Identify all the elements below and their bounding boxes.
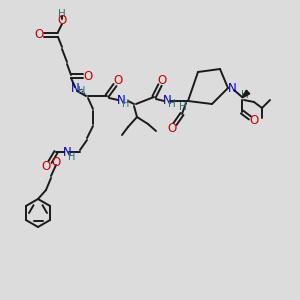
Text: O: O [57,14,67,28]
Text: H: H [122,99,130,109]
Text: H: H [58,9,66,19]
Text: O: O [83,70,93,83]
Text: N: N [63,146,71,158]
Text: H: H [241,90,249,100]
Text: O: O [167,122,177,134]
Text: H: H [168,99,176,109]
Text: H: H [68,152,76,162]
Text: H: H [179,102,187,112]
Polygon shape [242,90,250,98]
Text: O: O [34,28,43,41]
Text: O: O [113,74,123,88]
Text: H: H [78,86,86,96]
Text: N: N [117,94,125,106]
Text: O: O [158,74,166,88]
Text: O: O [249,115,259,128]
Text: N: N [228,82,236,95]
Text: N: N [70,82,80,94]
Text: N: N [163,94,171,106]
Text: O: O [41,160,51,173]
Text: O: O [51,155,61,169]
